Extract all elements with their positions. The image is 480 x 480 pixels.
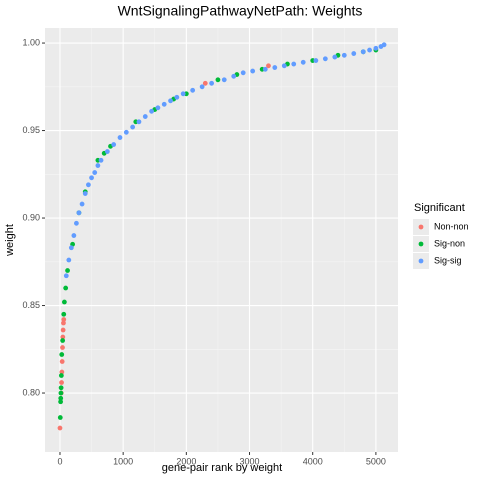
point	[59, 369, 65, 375]
legend-label: Sig-sig	[434, 255, 462, 265]
point	[59, 352, 65, 357]
point	[59, 380, 64, 385]
legend-label: Sig-non	[434, 238, 465, 248]
point	[313, 58, 319, 63]
point	[231, 73, 237, 79]
y-tick-label: 1.00	[22, 37, 40, 47]
point	[367, 47, 372, 53]
legend-marker	[418, 241, 424, 247]
point	[262, 66, 268, 72]
point	[57, 425, 63, 431]
point	[60, 345, 65, 350]
point	[174, 94, 180, 100]
point	[373, 45, 379, 51]
x-tick-label: 2000	[176, 456, 196, 466]
point	[240, 70, 246, 76]
point	[61, 311, 67, 317]
point	[123, 129, 129, 135]
x-tick-label: 4000	[303, 456, 323, 466]
point	[281, 63, 287, 69]
point	[71, 233, 77, 238]
point	[65, 268, 70, 273]
point	[161, 101, 167, 107]
point	[190, 87, 196, 93]
point	[168, 98, 173, 104]
y-tick-label: 0.80	[22, 387, 40, 397]
point	[79, 201, 85, 207]
point	[74, 220, 79, 226]
point	[381, 42, 387, 48]
point	[117, 135, 123, 140]
y-tick-label: 0.90	[22, 212, 40, 222]
point	[89, 175, 94, 181]
point	[266, 63, 271, 69]
point	[58, 395, 64, 401]
point	[66, 257, 72, 263]
point	[58, 390, 64, 396]
point	[95, 163, 101, 168]
point	[136, 119, 142, 125]
plot-background	[45, 28, 398, 452]
y-axis-label: weight	[4, 224, 16, 257]
legend-marker	[418, 224, 424, 230]
legend-label: Non-non	[434, 221, 469, 231]
point	[58, 385, 64, 391]
point	[76, 210, 82, 216]
point	[60, 338, 66, 343]
x-tick-label: 3000	[240, 456, 260, 466]
point	[215, 77, 221, 83]
point	[104, 149, 110, 154]
point	[63, 273, 69, 279]
point	[68, 245, 74, 251]
point	[82, 191, 88, 196]
point	[155, 105, 161, 111]
point	[63, 285, 69, 291]
legend-marker	[418, 258, 424, 264]
x-tick-label: 1000	[113, 456, 133, 466]
point	[221, 77, 227, 83]
point	[61, 317, 67, 322]
point	[351, 51, 357, 56]
point	[322, 56, 328, 62]
y-tick-label: 0.85	[22, 300, 40, 310]
point	[60, 327, 66, 333]
point	[291, 61, 297, 67]
point	[111, 142, 117, 147]
point	[61, 320, 66, 326]
point	[360, 49, 366, 55]
point	[332, 54, 338, 60]
legend-title: Significant	[414, 202, 465, 214]
point	[272, 65, 278, 70]
point	[57, 415, 63, 420]
chart-title: WntSignalingPathwayNetPath: Weights	[118, 3, 363, 19]
x-tick-label: 0	[57, 456, 62, 466]
point	[58, 373, 64, 378]
point	[92, 170, 98, 175]
point	[341, 52, 347, 58]
point	[98, 157, 104, 163]
point	[199, 84, 205, 90]
point	[86, 182, 91, 188]
point	[60, 334, 66, 340]
point	[209, 80, 215, 86]
x-axis-label: gene-pair rank by weight	[162, 462, 282, 474]
point	[130, 124, 136, 130]
x-tick-label: 5000	[366, 456, 386, 466]
point	[202, 80, 208, 86]
point	[61, 299, 67, 305]
point	[250, 68, 256, 74]
point	[300, 59, 306, 65]
point	[149, 108, 154, 114]
point	[59, 359, 65, 364]
y-tick-label: 0.95	[22, 125, 40, 135]
point	[180, 91, 186, 97]
point	[58, 399, 64, 405]
point	[142, 114, 148, 119]
